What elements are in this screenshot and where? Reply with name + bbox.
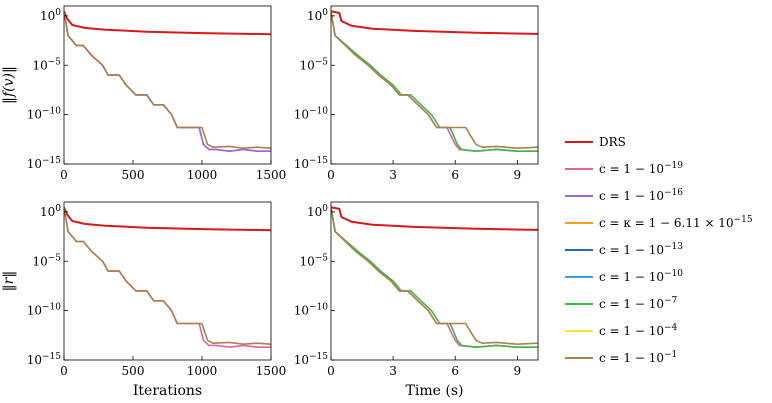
x-tick-label: 9 <box>513 364 521 378</box>
x-tick-label: 1000 <box>187 168 218 182</box>
series-line-c7 <box>331 11 538 152</box>
x-tick-label: 1500 <box>256 168 287 182</box>
x-axis-label: Time (s) <box>406 383 464 399</box>
legend-label: c = κ = 1 − 6.11 × 10−15 <box>599 215 753 230</box>
legend-item-c4: c = 1 − 10−4 <box>565 323 678 338</box>
legend-item-c10: c = 1 − 10−10 <box>565 269 683 284</box>
x-tick-label: 0 <box>327 364 335 378</box>
legend-item-c13: c = 1 − 10−13 <box>565 242 683 257</box>
y-axis-label: ‖f(v)‖ <box>1 66 17 104</box>
series-line-c1 <box>64 11 271 149</box>
y-axis-label: ‖r‖ <box>1 271 17 292</box>
x-tick-label: 3 <box>389 364 397 378</box>
y-tick-label: 10−10 <box>27 107 62 122</box>
series-line-DRS <box>331 10 538 35</box>
y-tick-label: 10−5 <box>299 253 328 268</box>
legend-label: c = 1 − 10−16 <box>599 188 683 203</box>
y-tick-label: 10−15 <box>27 352 62 367</box>
y-tick-label: 10−10 <box>27 303 62 318</box>
series-line-c7 <box>331 207 538 348</box>
legend-label: c = 1 − 10−1 <box>599 350 677 365</box>
x-tick-label: 1500 <box>256 364 287 378</box>
x-axis-label: Iterations <box>133 383 202 399</box>
x-tick-label: 1000 <box>187 364 218 378</box>
series-line-DRS <box>64 10 271 36</box>
chart-bottom-left: 0 500 1000 1500 100 10−5 10−10 10−15 Iterations ‖… <box>1 201 287 399</box>
series-line-DRS <box>331 206 538 231</box>
legend-item-c19: c = 1 − 10−19 <box>565 161 683 176</box>
x-tick-label: 500 <box>122 364 145 378</box>
x-tick-label: 6 <box>451 364 459 378</box>
series-line-c1 <box>64 207 271 345</box>
legend-label: c = 1 − 10−10 <box>599 269 683 284</box>
chart-bottom-right: 0 3 6 9 100 10−5 10−10 10−15 Time (s) <box>294 201 539 399</box>
x-tick-label: 0 <box>60 364 68 378</box>
y-tick-label: 10−15 <box>27 156 62 171</box>
legend-item-c16: c = 1 − 10−16 <box>565 188 683 203</box>
legend-item-c7: c = 1 − 10−7 <box>565 296 678 311</box>
y-tick-label: 10−5 <box>32 57 61 72</box>
series-line-c1 <box>331 11 538 149</box>
y-tick-label: 100 <box>40 204 61 219</box>
x-tick-label: 6 <box>451 168 459 182</box>
plot-frame <box>330 201 539 361</box>
y-tick-label: 10−10 <box>294 107 329 122</box>
y-tick-label: 10−15 <box>294 352 329 367</box>
plot-frame <box>63 201 272 361</box>
series-line-c1 <box>331 207 538 345</box>
series-line-DRS <box>64 206 271 232</box>
legend-label: c = 1 − 10−13 <box>599 242 683 257</box>
x-tick-label: 0 <box>60 168 68 182</box>
y-tick-label: 10−5 <box>32 253 61 268</box>
y-tick-label: 100 <box>307 204 328 219</box>
chart-top-left: 0 500 1000 1500 100 10−5 10−10 10−15 ‖f(v)‖ <box>1 5 287 182</box>
y-tick-label: 10−10 <box>294 303 329 318</box>
legend-item-DRS: DRS <box>565 135 626 149</box>
y-tick-label: 100 <box>307 8 328 23</box>
y-tick-label: 10−5 <box>299 57 328 72</box>
legend: DRS c = 1 − 10−19 c = 1 − 10−16 c = κ = 1 −… <box>565 135 753 365</box>
legend-label: c = 1 − 10−4 <box>599 323 678 338</box>
legend-label: DRS <box>599 135 626 149</box>
legend-label: c = 1 − 10−7 <box>599 296 678 311</box>
y-tick-label: 10−15 <box>294 156 329 171</box>
plot-frame <box>330 5 539 165</box>
x-tick-label: 500 <box>122 168 145 182</box>
chart-top-right: 0 3 6 9 100 10−5 10−10 10−15 <box>294 5 539 182</box>
legend-item-c1: c = 1 − 10−1 <box>565 350 677 365</box>
legend-label: c = 1 − 10−19 <box>599 161 683 176</box>
x-tick-label: 9 <box>513 168 521 182</box>
legend-item-ckappa: c = κ = 1 − 6.11 × 10−15 <box>565 215 753 230</box>
plot-frame <box>63 5 272 165</box>
y-tick-label: 100 <box>40 8 61 23</box>
x-tick-label: 3 <box>389 168 397 182</box>
x-tick-label: 0 <box>327 168 335 182</box>
